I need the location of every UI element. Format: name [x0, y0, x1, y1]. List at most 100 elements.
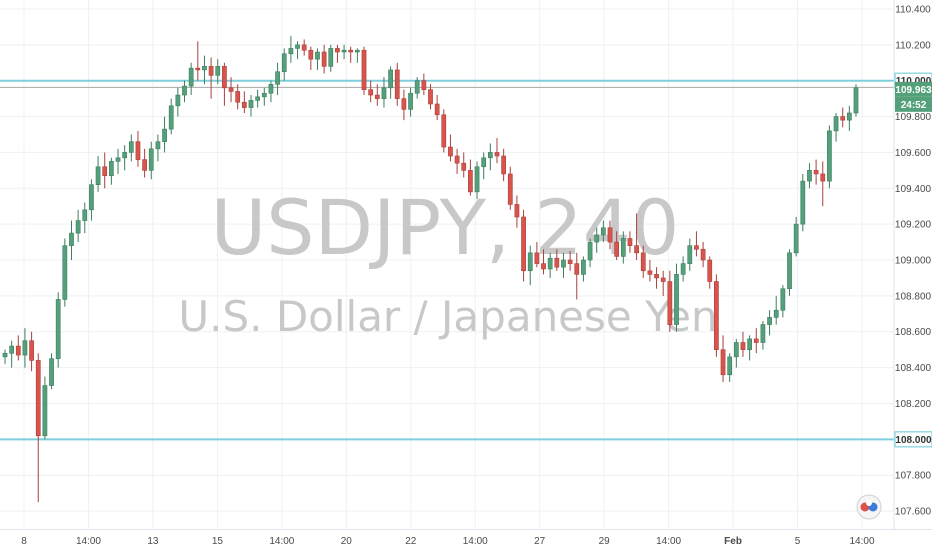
candle-body — [787, 252, 792, 290]
candle — [275, 62, 280, 96]
level-label-bottom-text: 108.000 — [895, 435, 932, 446]
candle — [840, 107, 846, 128]
candle — [308, 46, 314, 70]
candle-body — [388, 69, 393, 89]
candle-body — [600, 227, 606, 236]
candle-body — [434, 103, 440, 116]
candle — [268, 80, 274, 103]
candle — [561, 252, 566, 278]
candle — [760, 320, 766, 350]
candle — [733, 338, 739, 368]
candle-body — [853, 87, 859, 114]
candle — [853, 84, 859, 117]
candle — [248, 95, 254, 117]
candle-body — [800, 180, 806, 225]
candle — [115, 148, 121, 174]
candle-body — [840, 116, 846, 121]
candle — [102, 152, 108, 189]
candle — [667, 270, 673, 332]
candle-body — [188, 67, 194, 87]
candle-body — [89, 184, 94, 211]
candle — [22, 328, 28, 368]
candle-body — [281, 53, 287, 73]
candle-body — [128, 141, 134, 153]
candle-body — [381, 87, 387, 99]
countdown-label-bg — [895, 96, 932, 112]
candle-body — [587, 241, 593, 261]
candle-body — [494, 152, 500, 157]
candle — [421, 73, 427, 96]
candle — [142, 148, 147, 178]
candle — [807, 163, 812, 189]
candle-body — [667, 281, 673, 325]
candle — [567, 251, 573, 271]
candle — [128, 134, 134, 162]
candle-body — [275, 71, 280, 85]
candle-body — [55, 299, 61, 359]
candle — [600, 220, 606, 243]
candle-body — [607, 227, 613, 243]
candle-body — [727, 356, 733, 376]
time-tick-label: 14:00 — [656, 536, 681, 547]
candle — [793, 216, 799, 257]
candle — [574, 252, 580, 300]
countdown-label: 24:52 — [895, 96, 932, 112]
last-price-label-bg — [895, 81, 932, 97]
candle-body — [288, 48, 294, 55]
candle-body — [720, 349, 726, 376]
candle-body — [162, 128, 167, 142]
candle-body — [135, 141, 141, 160]
candle-body — [235, 91, 241, 103]
tradingview-logo-icon[interactable] — [856, 494, 882, 520]
candle-body — [707, 259, 713, 282]
candle-body — [547, 257, 553, 270]
candle — [521, 209, 526, 282]
candle — [674, 263, 679, 332]
candle — [454, 148, 460, 174]
candle-body — [694, 245, 699, 250]
candle-body — [521, 216, 526, 272]
time-tick-label: 14:00 — [849, 536, 874, 547]
time-tick-label: 8 — [21, 536, 27, 547]
candle — [780, 285, 786, 318]
candle-body — [441, 114, 447, 148]
candle — [155, 134, 161, 162]
candle — [235, 84, 241, 110]
time-axis[interactable]: 8 14:00 13 15 14:00 20 22 14:00 27 29 14:00 Feb 5 14:… — [21, 536, 875, 547]
candle-body — [767, 317, 772, 325]
candle — [846, 105, 852, 131]
candle — [15, 335, 21, 361]
candle — [827, 125, 832, 189]
candle — [434, 95, 440, 121]
support-resistance-lines[interactable] — [0, 79, 894, 441]
candle-body — [175, 94, 181, 107]
candle — [527, 245, 533, 286]
candle-body — [827, 130, 832, 182]
candle — [109, 157, 114, 185]
time-tick-label: 29 — [599, 536, 611, 547]
time-tick-label: 14:00 — [269, 536, 294, 547]
candle — [740, 331, 746, 357]
price-labels: 110.000 108.000 109.963 24:52 — [894, 72, 932, 448]
candle-body — [2, 352, 8, 358]
candle — [468, 159, 473, 196]
candle — [514, 195, 520, 228]
last-price-label-text: 109.963 — [895, 85, 932, 96]
candle — [700, 242, 706, 268]
watermark-description: U.S. Dollar / Japanese Yen — [178, 292, 717, 341]
candle — [800, 173, 806, 232]
price-tick-label: 109.200 — [895, 220, 932, 231]
candle — [69, 220, 74, 261]
price-tick-label: 109.600 — [895, 148, 932, 159]
candle-body — [95, 166, 101, 186]
candle — [441, 109, 447, 153]
candlestick-series — [2, 35, 859, 503]
candle — [381, 77, 387, 108]
candle-body — [148, 148, 154, 171]
candle-body — [202, 66, 207, 71]
candle — [321, 44, 327, 74]
watermark: USDJPY, 240 U.S. Dollar / Japanese Yen — [178, 183, 717, 341]
candle-body — [654, 274, 659, 279]
candle — [222, 62, 227, 106]
